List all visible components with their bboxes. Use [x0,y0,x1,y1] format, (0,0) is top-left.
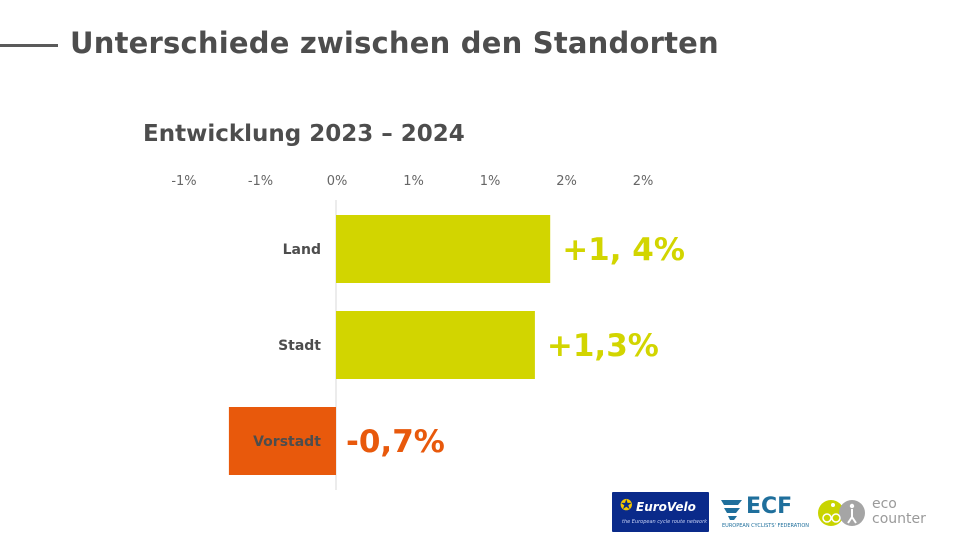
chart-title: Entwicklung 2023 – 2024 [143,121,465,147]
ecf-name: ECF [746,494,793,519]
data-label: -0,7% [346,424,445,460]
title-rule [0,44,58,47]
eco-counter-name: eco counter [872,496,926,527]
eu-star-icon: ✪ [620,496,633,514]
page-title: Unterschiede zwischen den Standorten [70,26,719,60]
eurovelo-tagline: the European cycle route network [622,519,708,525]
ecf-wings-icon [721,500,742,520]
x-tick-label: 0% [327,174,348,189]
eurovelo-name: EuroVelo [636,500,696,514]
eco-counter-logo: eco counter [818,495,942,531]
eurovelo-logo: ✪ EuroVelo the European cycle route netw… [612,492,709,532]
category-label: Stadt [278,338,321,354]
x-tick-label: 2% [556,174,577,189]
ecf-tagline: EUROPEAN CYCLISTS' FEDERATION [722,523,810,529]
x-tick-label: 2% [633,174,654,189]
bar [336,311,535,379]
x-tick-label: -1% [248,174,273,189]
data-label: +1,3% [547,328,659,364]
data-label: +1, 4% [562,232,685,268]
bar [228,407,336,475]
x-tick-label: 1% [403,174,424,189]
x-tick-label: 1% [480,174,501,189]
eco-counter-cyclist-icon [818,500,865,526]
x-tick-label: -1% [171,174,196,189]
category-label: Land [283,242,321,258]
category-label: Vorstadt [253,434,321,450]
bar [336,215,551,283]
ecf-logo: ECF EUROPEAN CYCLISTS' FEDERATION [720,494,809,532]
